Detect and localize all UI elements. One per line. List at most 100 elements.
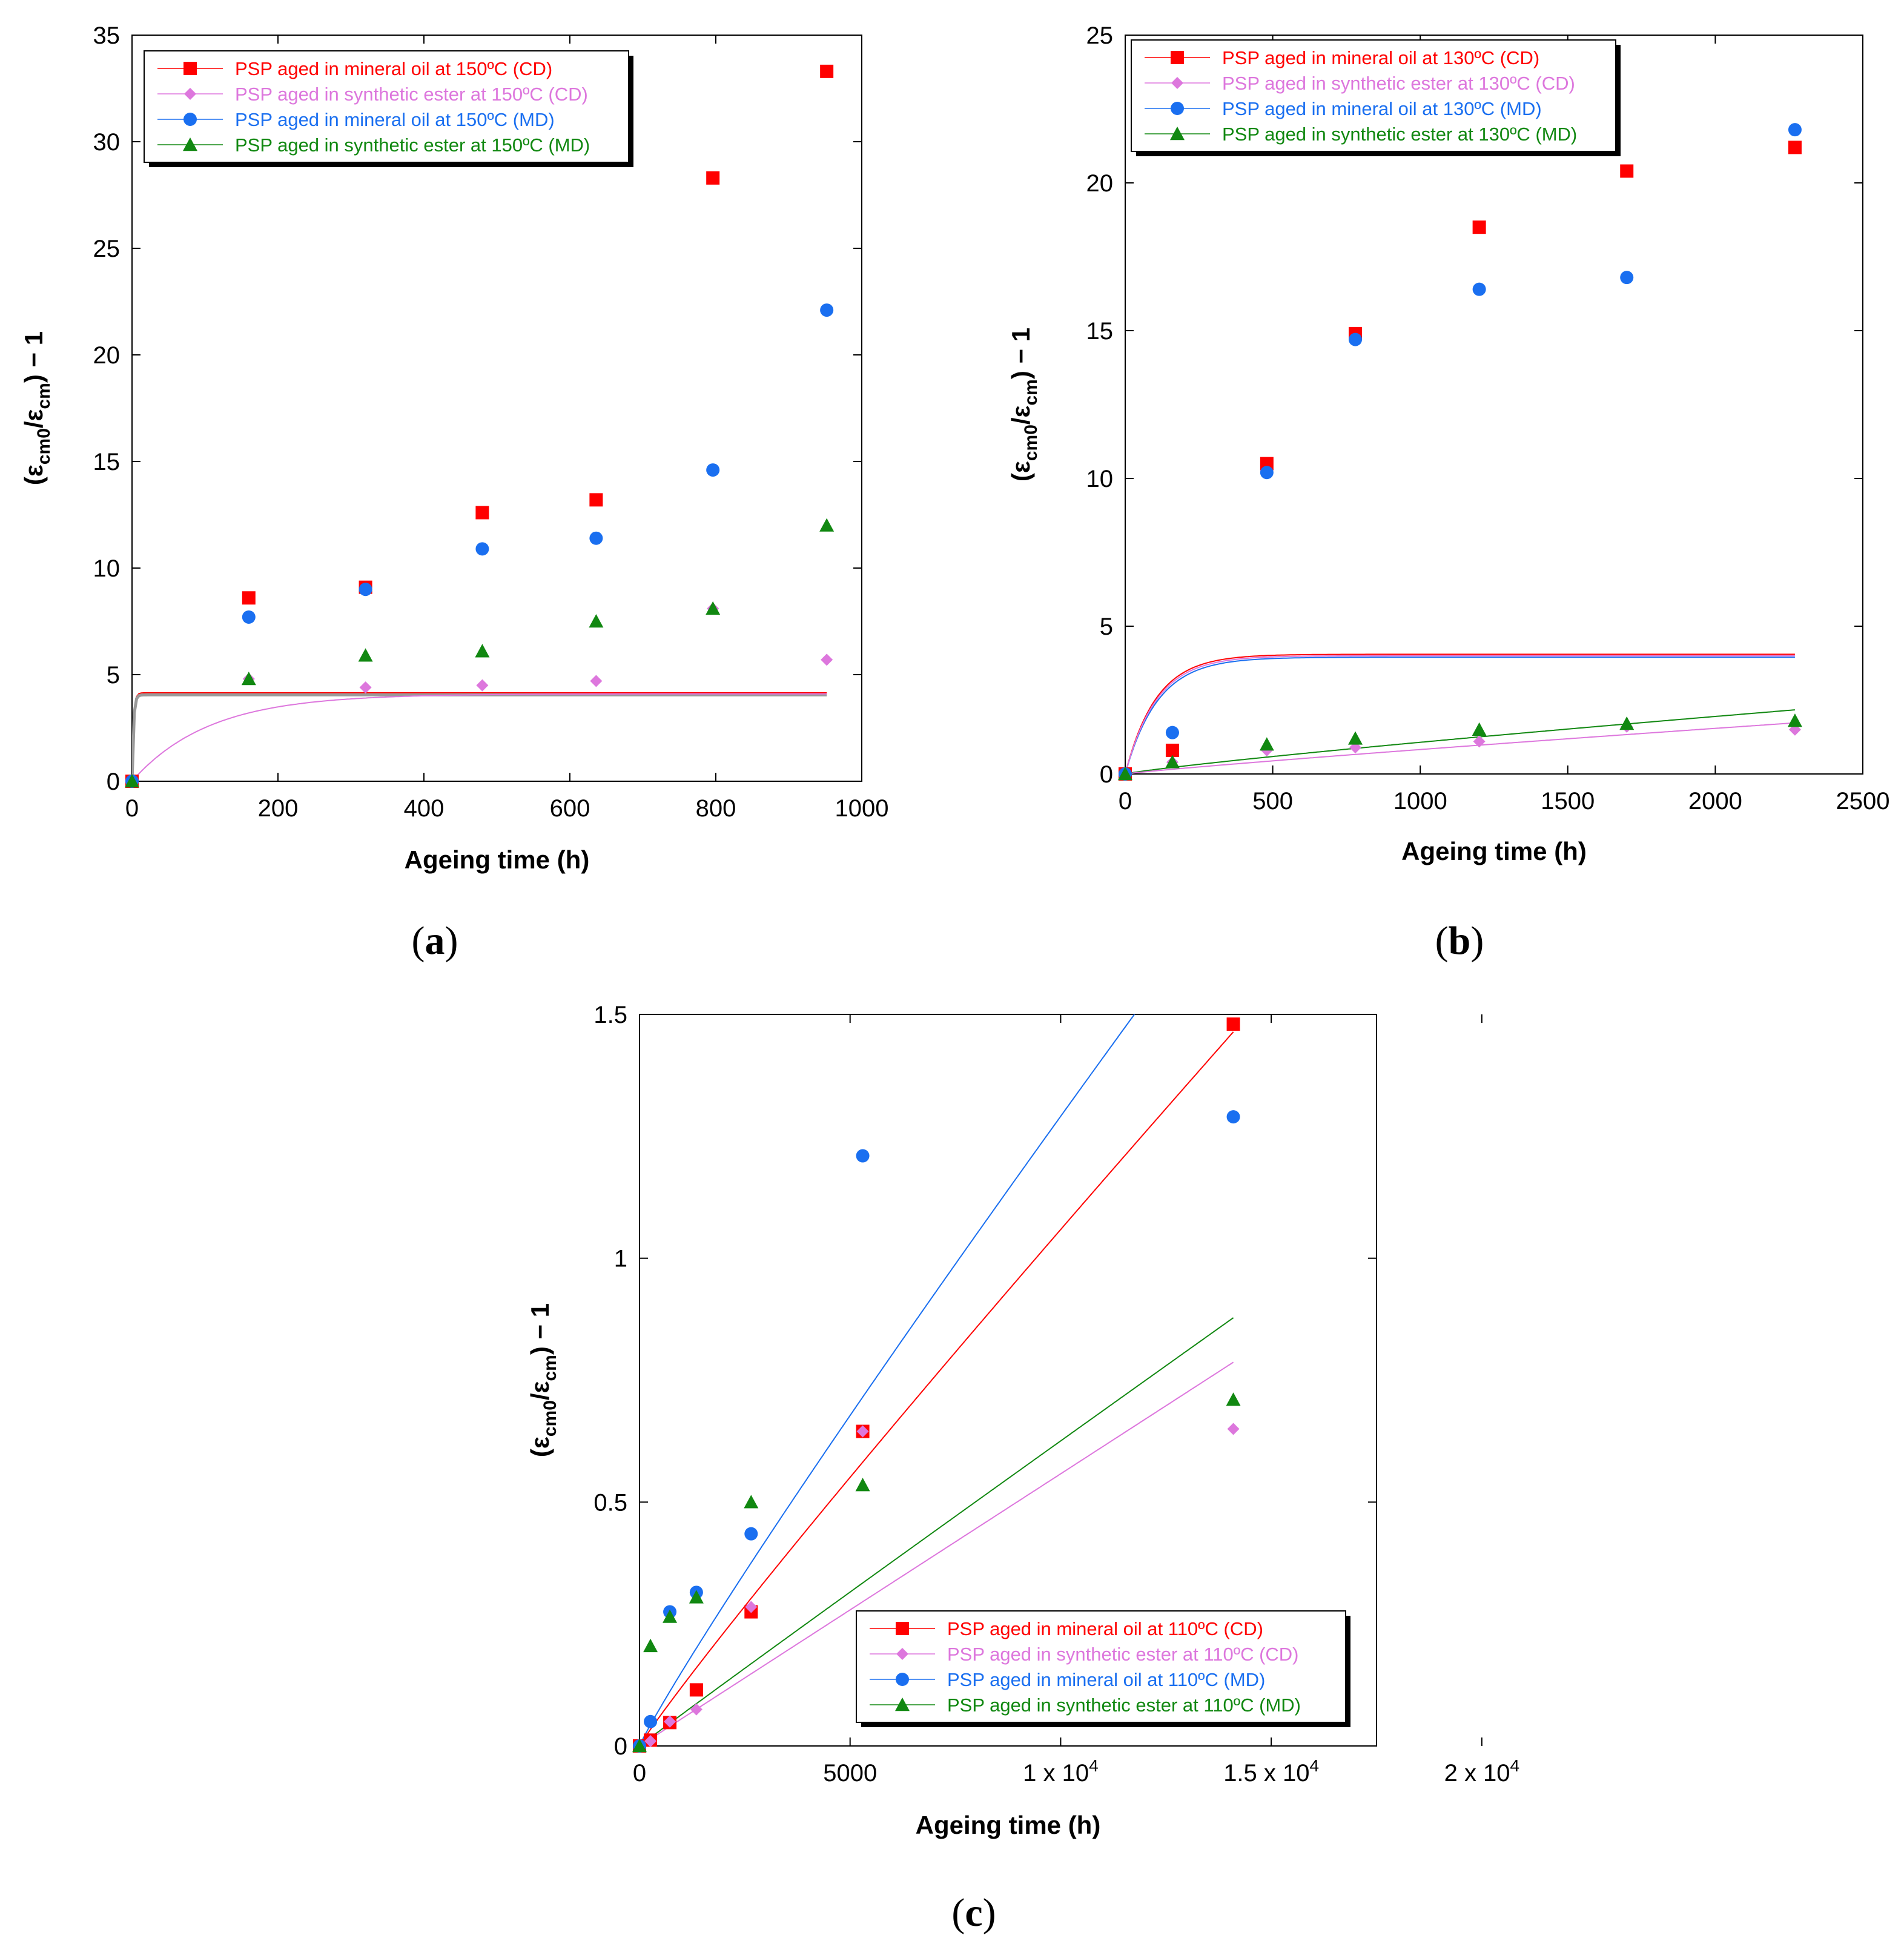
x-tick-label: 1000 bbox=[1393, 788, 1447, 815]
legend-label: PSP aged in synthetic ester at 150ºC (MD… bbox=[235, 134, 590, 156]
panel-letter-a: a bbox=[425, 919, 445, 963]
data-point bbox=[1620, 271, 1634, 285]
y-axis-title: (εcm0/εcm) − 1 bbox=[19, 331, 54, 485]
y-tick-label: 1 bbox=[614, 1246, 627, 1272]
x-tick-label: 0 bbox=[633, 1760, 646, 1787]
data-point bbox=[1620, 164, 1634, 178]
legend-box bbox=[1131, 39, 1616, 152]
panel-label-a: (a) bbox=[412, 919, 458, 963]
y-tick-label: 5 bbox=[107, 662, 120, 689]
data-point bbox=[589, 531, 603, 545]
legend-label: PSP aged in mineral oil at 110ºC (CD) bbox=[947, 1618, 1263, 1639]
legend-marker bbox=[183, 62, 197, 75]
y-tick-label: 0 bbox=[107, 769, 120, 795]
y-tick-label: 10 bbox=[1086, 466, 1114, 492]
y-tick-label: 25 bbox=[1086, 22, 1114, 49]
data-point bbox=[1619, 716, 1635, 730]
data-point bbox=[706, 171, 720, 185]
fit-curves bbox=[132, 692, 827, 781]
data-point bbox=[689, 1590, 704, 1604]
data-point bbox=[706, 463, 720, 477]
fit-curve bbox=[1125, 655, 1795, 774]
fit-curve bbox=[640, 1031, 1234, 1746]
data-point bbox=[359, 583, 372, 597]
fit-curve bbox=[1125, 722, 1795, 774]
y-tick-label: 30 bbox=[93, 129, 121, 156]
x-axis-title: Ageing time (h) bbox=[916, 1811, 1101, 1839]
data-point bbox=[744, 1495, 759, 1509]
fit-curve bbox=[1125, 709, 1795, 774]
fit-curve bbox=[132, 693, 827, 781]
legend-label: PSP aged in synthetic ester at 110ºC (CD… bbox=[947, 1644, 1299, 1665]
x-tick-label: 0 bbox=[1119, 788, 1132, 815]
x-tick-label: 2500 bbox=[1836, 788, 1890, 815]
data-point bbox=[1226, 1017, 1240, 1031]
fit-curve bbox=[1125, 653, 1795, 774]
legend-label: PSP aged in mineral oil at 150ºC (CD) bbox=[235, 58, 552, 79]
data-point bbox=[1259, 737, 1274, 751]
fit-curves bbox=[1125, 653, 1795, 774]
legend-marker bbox=[896, 1648, 908, 1660]
x-tick-label: 1.5 x 104 bbox=[1223, 1756, 1319, 1787]
legend-label: PSP aged in synthetic ester at 130ºC (MD… bbox=[1222, 124, 1577, 145]
x-tick-label: 800 bbox=[696, 795, 736, 822]
data-point bbox=[589, 614, 604, 628]
data-point bbox=[1473, 735, 1486, 748]
legend-marker bbox=[1171, 51, 1184, 64]
data-markers bbox=[1118, 123, 1802, 781]
legend-box bbox=[856, 1610, 1346, 1723]
y-tick-label: 0 bbox=[614, 1733, 627, 1760]
y-tick-label: 10 bbox=[93, 555, 121, 582]
x-axis-title: Ageing time (h) bbox=[405, 845, 590, 874]
data-point bbox=[590, 675, 603, 687]
x-axis-title: Ageing time (h) bbox=[1401, 837, 1587, 865]
data-point bbox=[644, 1734, 657, 1747]
data-point bbox=[632, 1739, 647, 1753]
fit-curves bbox=[640, 1014, 1234, 1746]
legend-marker bbox=[1170, 127, 1185, 141]
data-point bbox=[1227, 1423, 1240, 1435]
data-point bbox=[1788, 123, 1802, 137]
chart-panel-a: 0 200 400 600 800 1000 0 5 10 15 20 25 30 35 Ageing ti… bbox=[19, 22, 888, 874]
data-point bbox=[690, 1703, 702, 1716]
x-tick-label: 500 bbox=[1252, 788, 1293, 815]
data-point bbox=[242, 591, 256, 605]
x-tick-label: 1500 bbox=[1541, 788, 1595, 815]
data-point bbox=[475, 506, 489, 520]
data-point bbox=[644, 1714, 658, 1728]
y-tick-label: 15 bbox=[1086, 318, 1114, 345]
y-tick-label: 35 bbox=[93, 22, 121, 49]
data-point bbox=[819, 518, 835, 532]
data-markers bbox=[125, 64, 835, 788]
x-tick-label: 200 bbox=[258, 795, 299, 822]
legend-marker bbox=[184, 88, 196, 100]
y-tick-label: 5 bbox=[1100, 613, 1113, 640]
x-tick-label: 5000 bbox=[823, 1760, 877, 1787]
legend-marker bbox=[1171, 102, 1184, 115]
x-tick-label: 2 x 104 bbox=[1444, 1756, 1520, 1787]
data-point bbox=[1349, 332, 1363, 346]
chart-panel-c: 0 5000 1 x 104 1.5 x 104 2 x 104 0 0.5 1 1.5 Agei… bbox=[526, 1002, 1520, 1839]
data-point bbox=[125, 774, 139, 788]
panel-letter-b: b bbox=[1449, 919, 1471, 963]
data-point bbox=[589, 493, 603, 507]
chart-panel-b: 0 500 1000 1500 2000 2500 0 5 10 15 20 25 Ageing tim… bbox=[1007, 22, 1889, 865]
data-point bbox=[664, 1715, 676, 1728]
data-point bbox=[475, 644, 490, 658]
data-point bbox=[745, 1601, 758, 1613]
legend-label: PSP aged in mineral oil at 110ºC (MD) bbox=[947, 1669, 1265, 1690]
legend-marker bbox=[896, 1673, 909, 1686]
y-tick-label: 1.5 bbox=[593, 1002, 627, 1028]
data-point bbox=[663, 1609, 678, 1623]
data-point bbox=[1165, 755, 1180, 769]
plot-frame bbox=[131, 35, 862, 782]
data-point bbox=[1788, 141, 1802, 154]
data-point bbox=[1226, 1392, 1241, 1406]
fit-curve bbox=[132, 693, 827, 781]
data-point bbox=[1472, 722, 1487, 736]
data-point bbox=[1472, 220, 1486, 234]
data-point bbox=[821, 653, 833, 666]
x-tick-label: 0 bbox=[125, 795, 139, 822]
data-point bbox=[856, 1425, 869, 1438]
